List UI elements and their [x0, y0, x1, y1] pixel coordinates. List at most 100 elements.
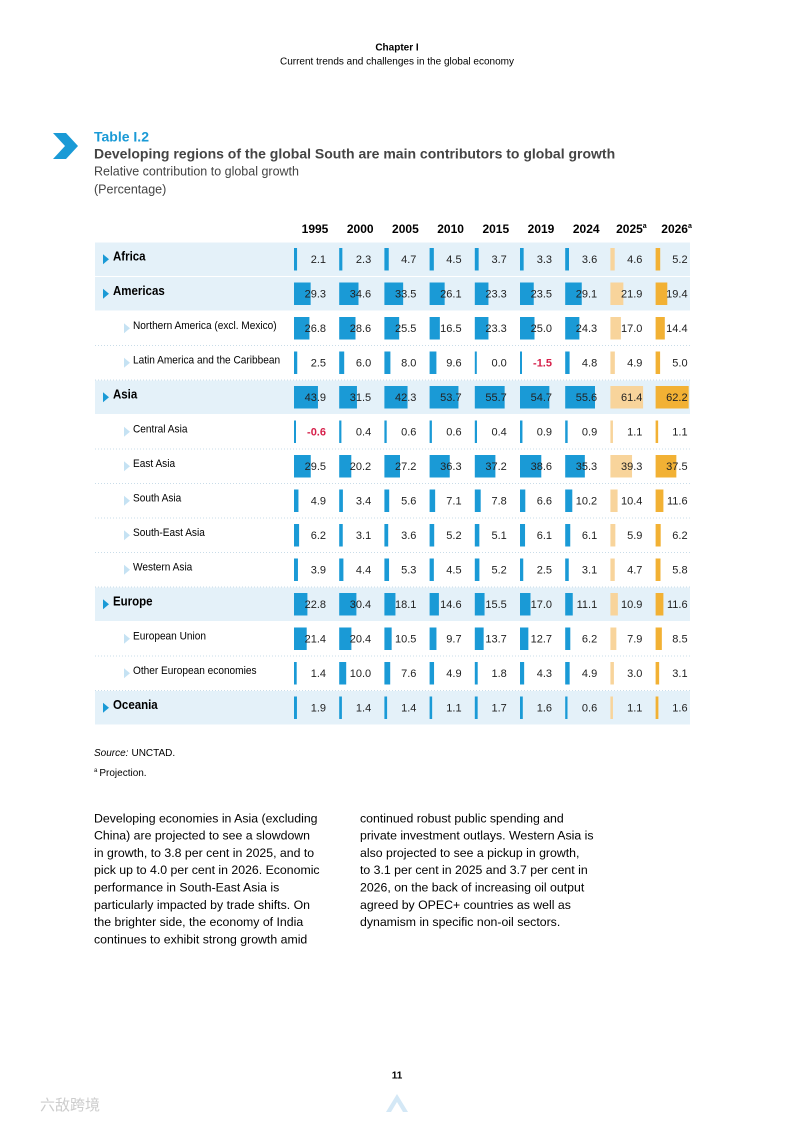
value-bar	[565, 351, 570, 374]
body-line: private investment outlays. Western Asia…	[360, 829, 594, 843]
region-row-bg	[95, 242, 690, 276]
value: 31.5	[350, 392, 371, 404]
value-bar	[429, 593, 439, 616]
subregion-label: South-East Asia	[133, 527, 205, 539]
value-bar	[520, 489, 526, 512]
subregion-label: Central Asia	[133, 423, 188, 435]
subregion-label: East Asia	[133, 458, 175, 470]
row-arrow	[103, 392, 109, 403]
value: 53.7	[440, 392, 461, 404]
value-bar	[565, 317, 580, 340]
value-bar	[565, 524, 571, 547]
value: 11.6	[667, 599, 688, 611]
value: -1.5	[533, 358, 552, 370]
value-bar	[294, 317, 310, 340]
year: 2019	[528, 222, 555, 236]
value-bar	[429, 662, 435, 685]
value-bar	[339, 386, 357, 409]
value: 27.2	[395, 461, 416, 473]
up-arrow-icon	[386, 1094, 408, 1112]
page-number: 11	[392, 1071, 403, 1082]
value-bar	[610, 386, 644, 409]
value: 4.5	[446, 254, 461, 266]
value: 10.4	[621, 496, 642, 508]
value-bar	[610, 489, 618, 512]
source-label: Source:	[94, 748, 129, 759]
value-bar	[294, 558, 298, 581]
value: 55.7	[485, 392, 506, 404]
watermark: 六敌跨境	[40, 1096, 100, 1114]
row-arrow	[124, 564, 130, 575]
value: 5.8	[672, 565, 687, 577]
body-line: continued robust public spending and	[360, 811, 564, 825]
value-bar	[565, 282, 582, 305]
year: 2005	[392, 222, 419, 236]
value-bar	[429, 317, 440, 340]
note-mark: a	[688, 223, 692, 230]
value-bar	[565, 420, 568, 443]
value-bar	[474, 489, 481, 512]
body-line: also projected to see a pickup in growth…	[360, 846, 579, 860]
value: 2.5	[537, 565, 552, 577]
region-label: Americas	[113, 284, 165, 299]
value: 7.9	[627, 634, 642, 646]
value: 16.5	[440, 323, 461, 335]
value-bar	[565, 489, 573, 512]
value: 3.0	[627, 668, 642, 680]
column-header: 2024	[573, 222, 600, 236]
value-bar	[565, 593, 573, 616]
value: 4.6	[627, 254, 642, 266]
row-arrow	[124, 357, 130, 368]
value-bar	[384, 386, 408, 409]
value: 0.6	[446, 427, 461, 439]
value-bar	[384, 489, 390, 512]
value: 23.3	[485, 289, 506, 301]
value-bar	[339, 317, 356, 340]
value: 1.1	[627, 703, 642, 715]
value-bar	[655, 696, 659, 719]
value-bar	[610, 558, 615, 581]
value-bar	[429, 489, 436, 512]
value-bar	[655, 524, 661, 547]
value-bar	[610, 351, 615, 374]
value-bar	[294, 351, 298, 374]
column-header: 2000	[347, 222, 374, 236]
body-line: to 3.1 per cent in 2025 and 3.7 per cent…	[360, 863, 588, 877]
value-bar	[384, 558, 390, 581]
chevron-icon	[53, 133, 78, 159]
value: 0.6	[401, 427, 416, 439]
value: 2.5	[311, 358, 326, 370]
value-bar	[610, 248, 615, 271]
value-bar	[474, 524, 480, 547]
value: 0.0	[492, 358, 507, 370]
value: 5.6	[401, 496, 416, 508]
value-bar	[474, 351, 477, 374]
value-bar	[384, 696, 388, 719]
value: 5.3	[401, 565, 416, 577]
value-bar	[474, 420, 477, 443]
value: 6.1	[537, 530, 552, 542]
value: 29.1	[576, 289, 597, 301]
value: 8.5	[672, 634, 687, 646]
value: 22.8	[305, 599, 326, 611]
value: 14.6	[440, 599, 461, 611]
value-bar	[520, 593, 531, 616]
value-bar	[384, 317, 400, 340]
value-bar	[384, 248, 389, 271]
value: 10.2	[576, 496, 597, 508]
value: 6.2	[672, 530, 687, 542]
projection-note: a Projection.	[94, 768, 147, 779]
value: 3.1	[582, 565, 597, 577]
value-bar	[339, 248, 343, 271]
column-header: 2005	[392, 222, 419, 236]
value: 20.2	[350, 461, 371, 473]
value-bar	[474, 317, 489, 340]
note-mark: a	[643, 223, 647, 230]
value: 5.0	[672, 358, 687, 370]
column-header: 1995	[302, 222, 329, 236]
body-line: Developing economies in Asia (excluding	[94, 811, 318, 825]
value: 18.1	[395, 599, 416, 611]
value: 38.6	[531, 461, 552, 473]
